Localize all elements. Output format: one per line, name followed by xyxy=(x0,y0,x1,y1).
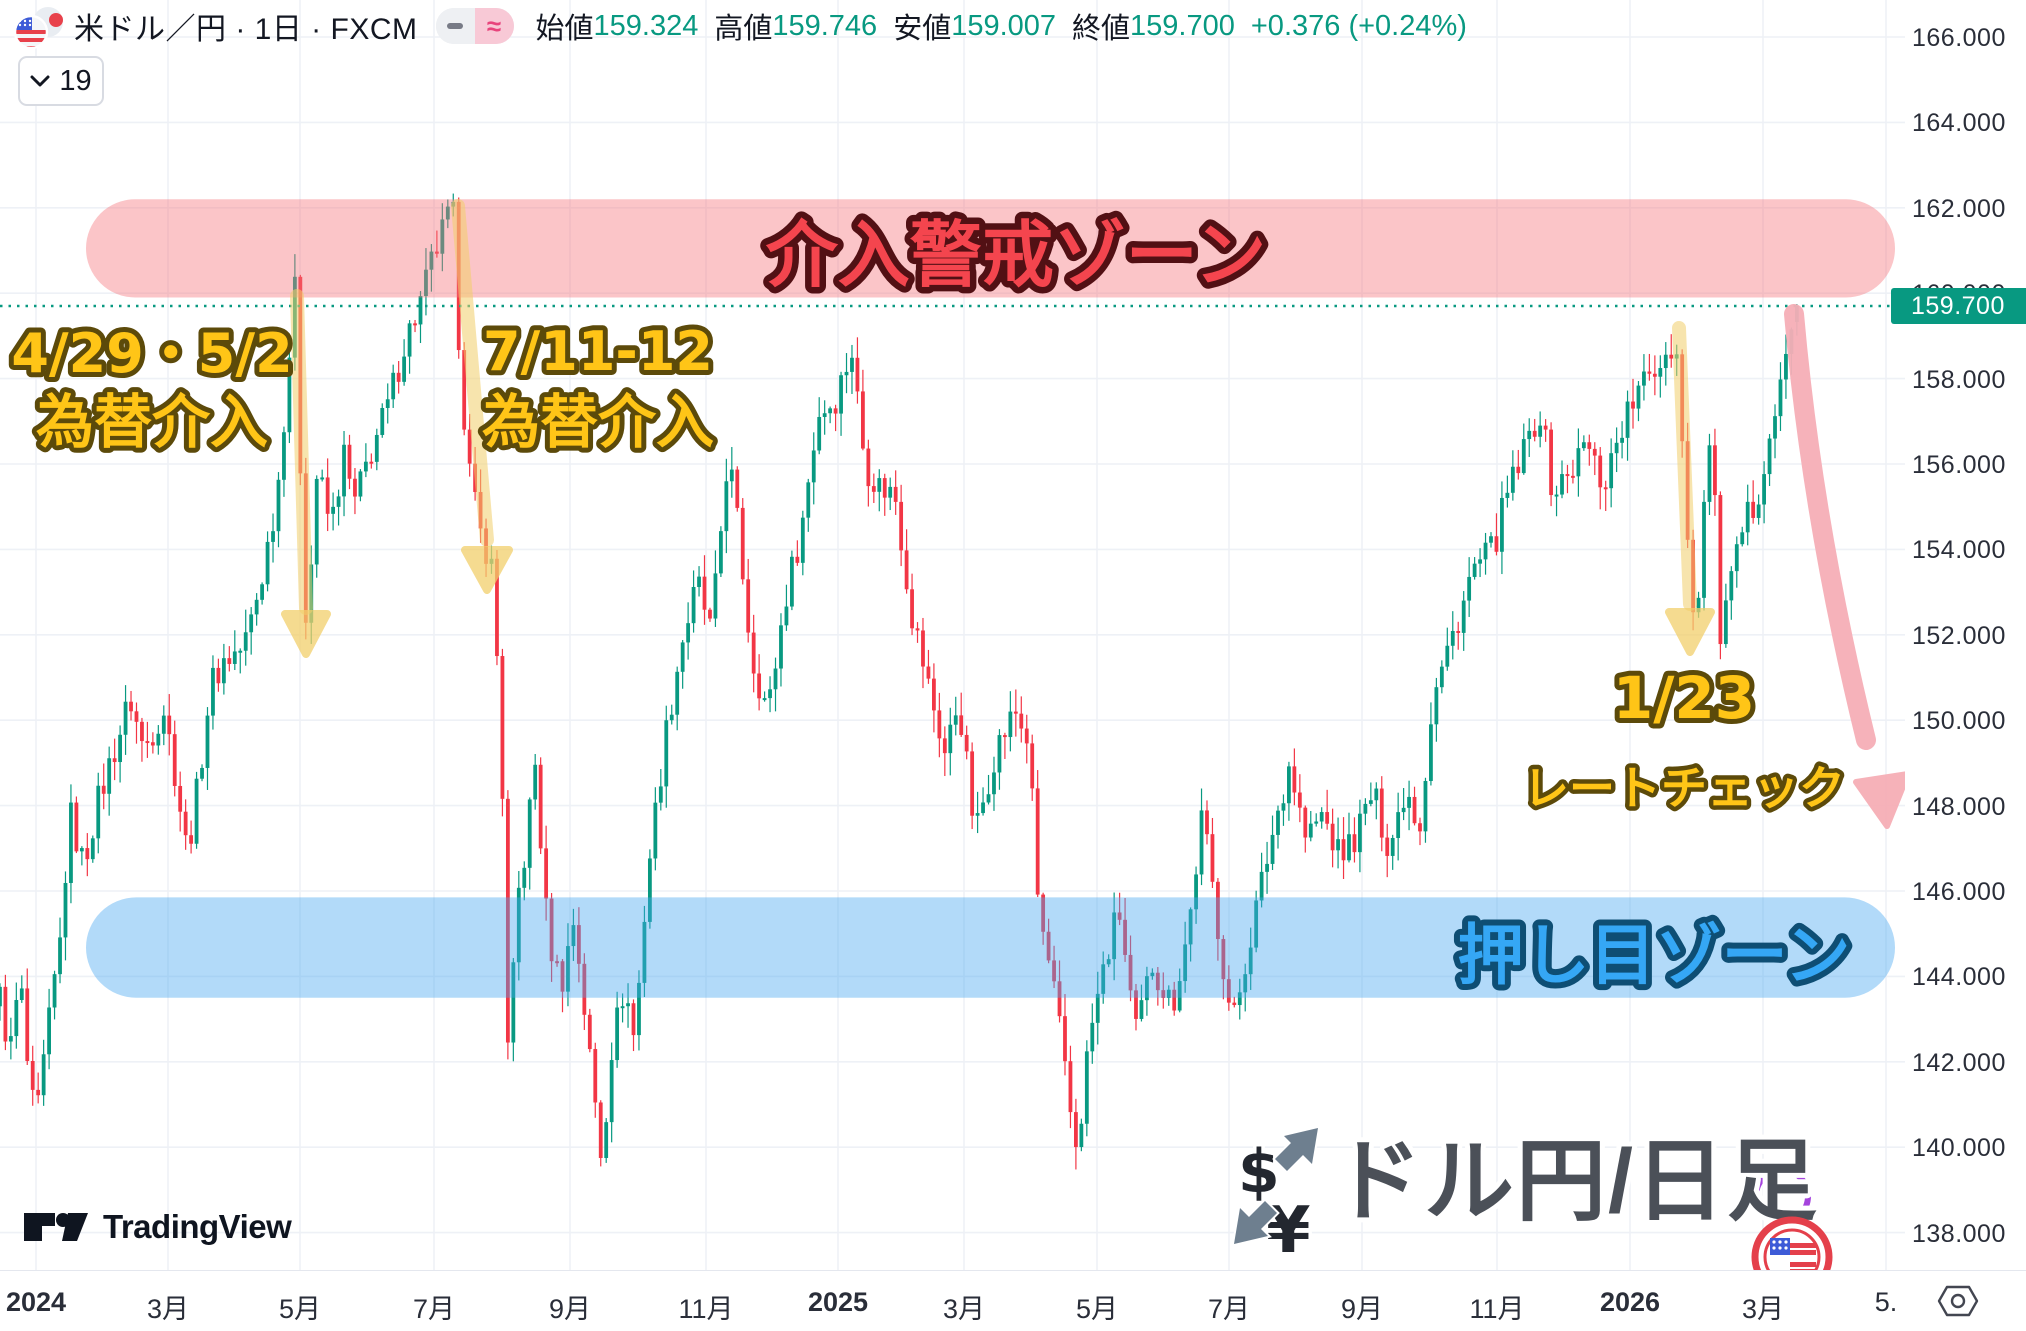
low-label: 安値 xyxy=(893,13,952,45)
arrow-intervention-jul-head xyxy=(461,546,513,594)
time-axis-label: 5月 xyxy=(278,1294,322,1324)
change-value: +0.376 (+0.24%) xyxy=(1250,9,1467,42)
instrument-hexagon-icon[interactable] xyxy=(1936,1284,1980,1318)
price-axis-label: 144.000 xyxy=(1912,963,2006,992)
intervention-arrows xyxy=(281,199,1715,658)
current-price-badge: 159.700 xyxy=(1891,288,2026,324)
low-value: 159.007 xyxy=(951,9,1057,42)
dip-buy-zone xyxy=(86,897,1895,998)
time-axis[interactable]: 2024 3月 5月 7月 9月 11月 2025 3月 5月 7月 9月 11月 2026 3月 5. xyxy=(0,1270,2026,1331)
arrow-up-left-icon xyxy=(1231,1198,1280,1247)
intervention-warning-zone xyxy=(86,199,1895,298)
price-axis-label: 164.000 xyxy=(1912,109,2006,138)
approx-icon: ≈ xyxy=(486,11,502,41)
price-axis-label: 154.000 xyxy=(1912,536,2006,565)
time-axis-label: 7月 xyxy=(1207,1294,1251,1324)
svg-text:¥: ¥ xyxy=(1266,1194,1311,1268)
arrow-intervention-jul-band xyxy=(451,199,494,547)
chart-legend-header: 米ドル／円 · 1日 · FXCM ≈ 始値 159.324 高値 159.74… xyxy=(0,0,1467,52)
grid-lines xyxy=(0,0,1905,1270)
time-axis-label: 2026 xyxy=(1599,1287,1661,1317)
time-axis-label: 9月 xyxy=(1340,1294,1384,1324)
price-axis-label: 138.000 xyxy=(1912,1219,2006,1248)
tradingview-mark-icon xyxy=(24,1213,88,1241)
ohlc-readout: 始値 159.324 高値 159.746 安値 159.007 終値 159.… xyxy=(536,5,1467,47)
price-axis-label: 152.000 xyxy=(1912,621,2006,650)
indicator-toggle-pill: ≈ xyxy=(435,8,514,44)
apr-intervention-date-label: 4/29・5/2 xyxy=(11,322,292,385)
time-axis-label: 9月 xyxy=(548,1294,592,1324)
jul-intervention-label: 為替介入 xyxy=(482,388,714,456)
high-value: 159.746 xyxy=(772,9,878,42)
price-axis-label: 146.000 xyxy=(1912,878,2006,906)
price-axis-label: 150.000 xyxy=(1912,707,2006,736)
time-axis-label: 11月 xyxy=(1469,1294,1525,1324)
price-axis-label: 142.000 xyxy=(1912,1048,2006,1077)
time-axis-label: 7月 xyxy=(412,1294,456,1324)
time-axis-label: 11月 xyxy=(678,1294,734,1324)
price-axis-label: 162.000 xyxy=(1912,194,2006,223)
price-axis-label: 166.000 xyxy=(1912,24,2006,52)
time-axis-label: 3月 xyxy=(146,1294,190,1324)
tradingview-logo[interactable]: TradingView xyxy=(24,1208,292,1246)
arrow-rate-check-band xyxy=(1672,321,1697,611)
price-axis[interactable]: 166.000164.000162.000160.000158.000156.0… xyxy=(1891,0,2026,1270)
rate-check-date-label: 1/23 xyxy=(1613,664,1755,732)
arrow-down-right-icon xyxy=(1272,1125,1321,1174)
legend-hidden-count: 19 xyxy=(59,64,92,97)
high-label: 高値 xyxy=(714,13,773,45)
time-axis-label: 3月 xyxy=(942,1294,986,1324)
close-label: 終値 xyxy=(1072,13,1131,45)
symbol-title: 米ドル／円 · 1日 · FXCM xyxy=(74,13,418,46)
open-label: 始値 xyxy=(535,13,594,45)
zones xyxy=(86,199,1895,998)
price-axis-label: 140.000 xyxy=(1912,1134,2006,1163)
time-axis-label: 2025 xyxy=(807,1287,869,1317)
time-axis-label: 5. xyxy=(1874,1287,1898,1317)
price-axis-label: 156.000 xyxy=(1912,451,2006,479)
arrow-intervention-apr-head xyxy=(281,610,331,658)
dollar-yen-exchange-icon: $¥ xyxy=(1231,1125,1321,1272)
price-axis-label: 158.000 xyxy=(1912,365,2006,394)
time-axis-label: 3月 xyxy=(1741,1294,1785,1324)
dash-icon xyxy=(447,23,463,29)
jul-intervention-date-label: 7/11-12 xyxy=(483,320,713,383)
intervention-zone-label: 介入警戒ゾーン xyxy=(766,213,1266,297)
projection-arrow xyxy=(1784,304,1911,829)
arrow-intervention-apr-band xyxy=(290,289,313,615)
legend-collapse-button[interactable]: 19 xyxy=(18,56,104,106)
open-value: 159.324 xyxy=(593,9,699,42)
svg-text:$: $ xyxy=(1238,1137,1280,1207)
pill-dash-toggle[interactable] xyxy=(435,8,475,44)
watermark: $¥ ドル円/日足 xyxy=(1231,1125,1822,1272)
arrow-rate-check-head xyxy=(1665,608,1715,656)
rate-check-label: レートチェック xyxy=(1523,761,1845,815)
time-axis-label: 5月 xyxy=(1075,1294,1119,1324)
chevron-down-icon xyxy=(30,75,50,86)
tradingview-logo-text: TradingView xyxy=(103,1208,292,1245)
apr-intervention-label: 為替介入 xyxy=(36,388,268,456)
pill-approx-toggle[interactable]: ≈ xyxy=(474,8,514,44)
close-value: 159.700 xyxy=(1130,9,1235,42)
watermark-text: ドル円/日足 xyxy=(1332,1132,1819,1232)
usdjpy-pair-icon xyxy=(13,7,63,50)
price-axis-label: 148.000 xyxy=(1912,792,2006,821)
dip-zone-label: 押し目ゾーン xyxy=(1458,917,1851,994)
time-axis-label: 2024 xyxy=(5,1287,67,1317)
